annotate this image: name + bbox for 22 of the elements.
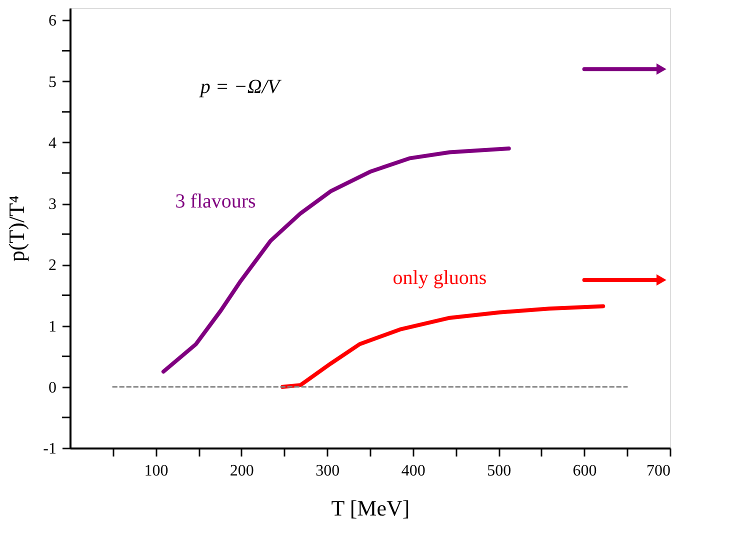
line-series <box>280 304 606 389</box>
y-tick-label: 2 <box>48 257 56 274</box>
y-tick-label: -1 <box>43 440 56 458</box>
y-tick-label: 6 <box>48 12 56 30</box>
x-tick-label: 600 <box>572 462 597 480</box>
x-tick-label: 300 <box>316 462 340 480</box>
y-tick-label: 5 <box>48 74 56 91</box>
y-tick-label: 0 <box>48 379 56 396</box>
series-label: only gluons <box>392 266 487 289</box>
x-tick-label: 100 <box>144 462 168 480</box>
series-label: 3 flavours <box>175 190 256 212</box>
annotation: p = −Ω/V <box>198 76 282 98</box>
x-tick-label: 500 <box>487 462 512 480</box>
y-axis-title: p(T)/T⁴ <box>4 195 30 262</box>
x-tick-label: 700 <box>646 462 670 480</box>
y-tick-label: 3 <box>48 196 56 214</box>
line-series <box>161 146 511 374</box>
y-tick-label: 1 <box>48 318 56 336</box>
x-tick-label: 200 <box>230 462 254 480</box>
x-axis-title: T [MeV] <box>331 496 410 520</box>
x-tick-label: 400 <box>401 462 426 480</box>
y-tick-label: 4 <box>48 134 56 152</box>
